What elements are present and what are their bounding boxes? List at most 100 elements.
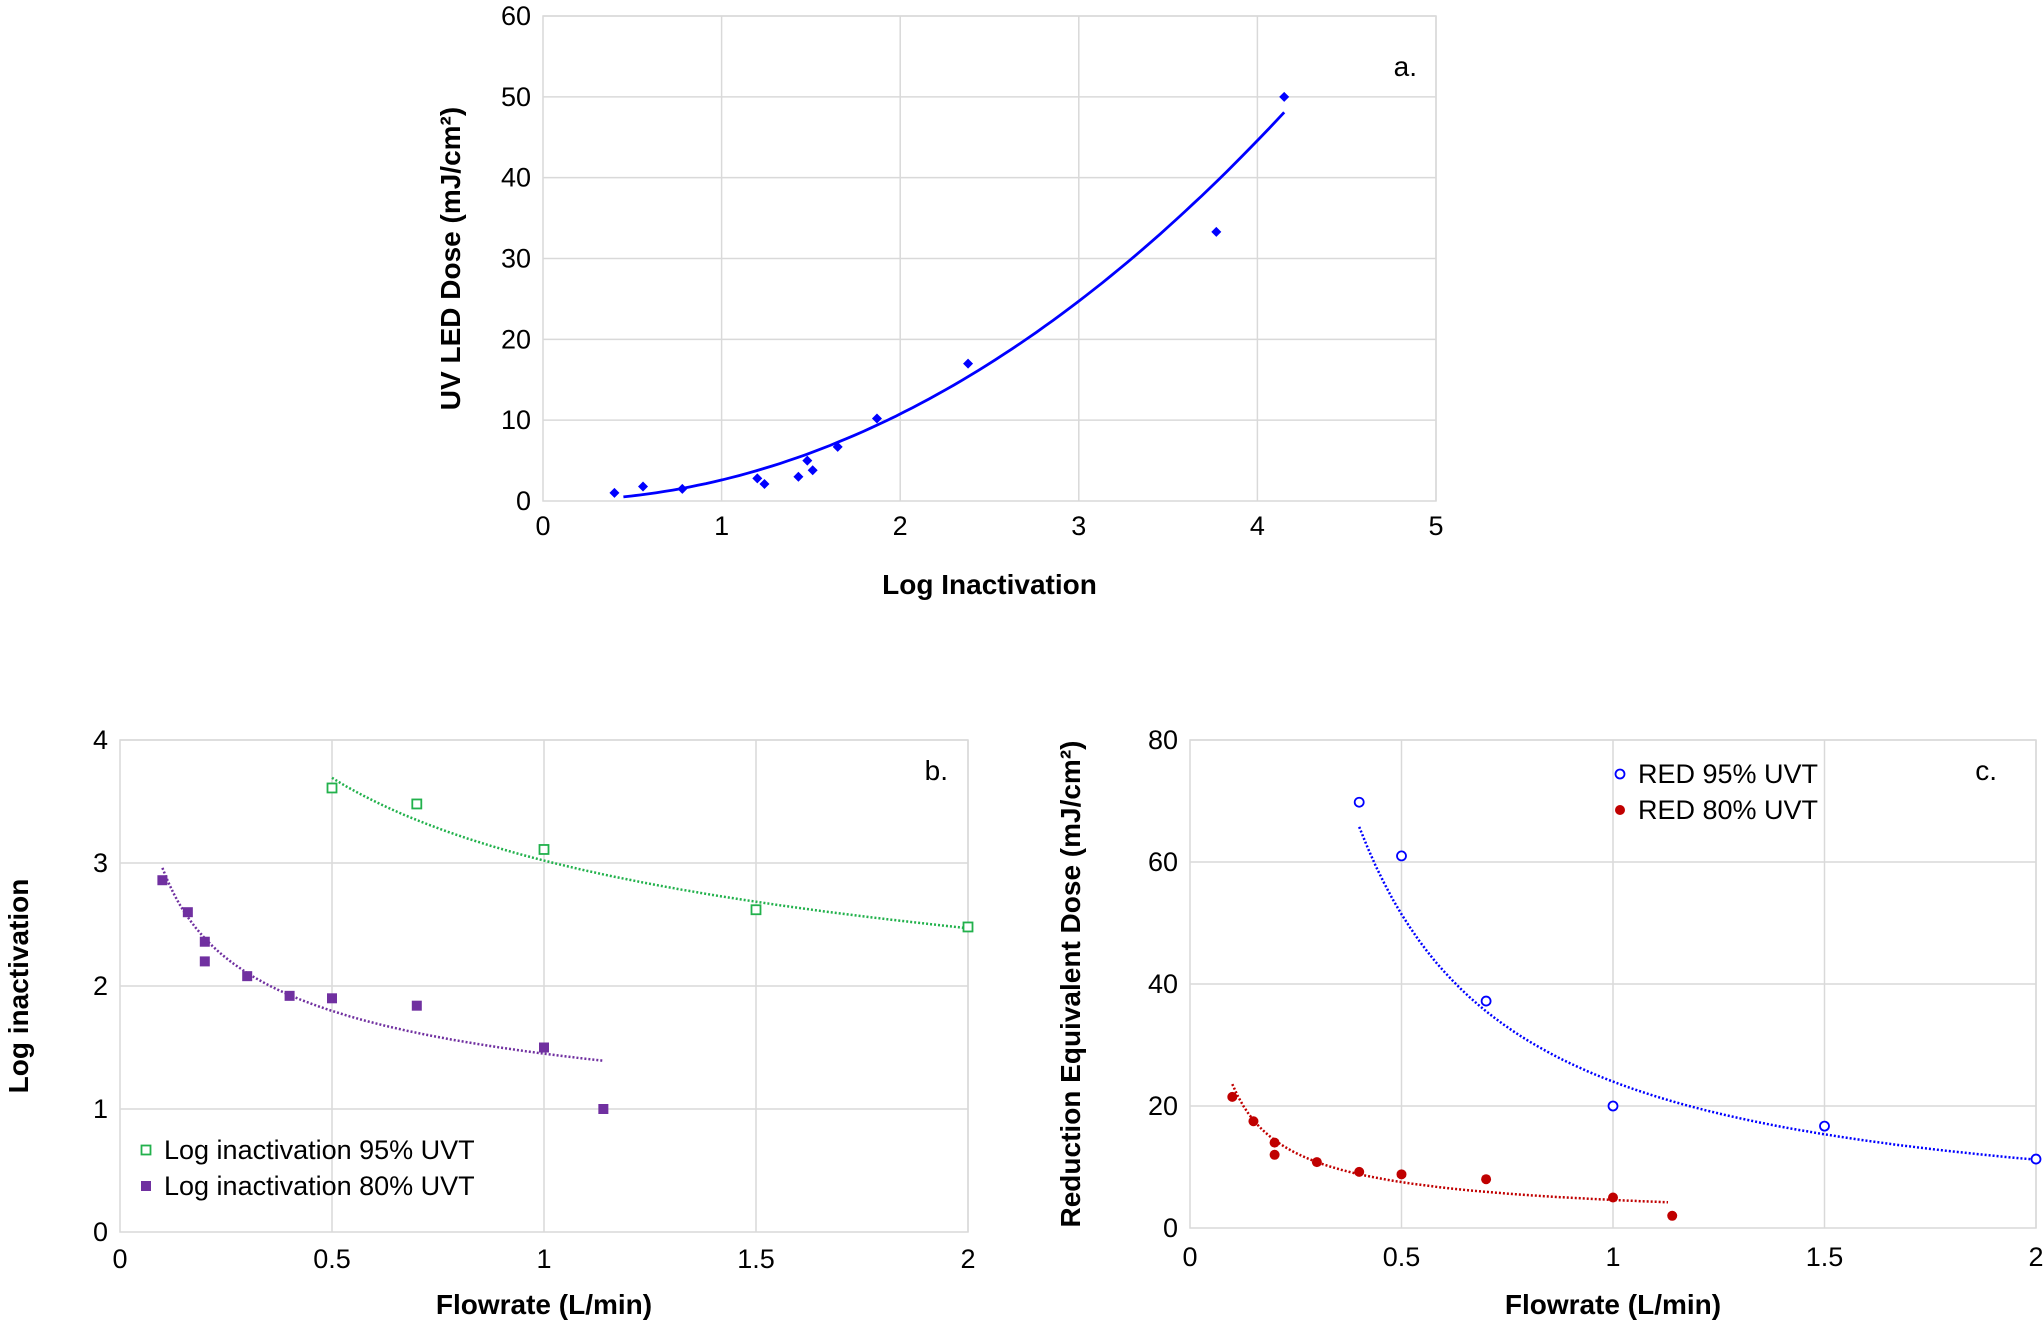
x-tick-label: 1 — [714, 511, 729, 541]
data-point — [1269, 1149, 1280, 1160]
data-point — [1211, 226, 1222, 237]
y-tick-label: 10 — [501, 405, 531, 435]
y-tick-label: 40 — [501, 163, 531, 193]
x-axis-title: Log Inactivation — [882, 569, 1097, 600]
legend-label: Log inactivation 80% UVT — [164, 1171, 475, 1201]
series-2 — [157, 867, 609, 1114]
x-axis-title: Flowrate (L/min) — [1505, 1289, 1721, 1320]
data-point — [284, 990, 295, 1001]
data-point — [793, 471, 804, 482]
legend-marker — [141, 1181, 151, 1191]
panel-label: c. — [1975, 755, 1997, 786]
y-tick-label: 20 — [501, 324, 531, 354]
y-tick-label: 3 — [93, 848, 108, 878]
y-tick-label: 2 — [93, 971, 108, 1001]
x-tick-label: 1 — [536, 1244, 551, 1274]
series-1 — [326, 776, 974, 933]
data-point — [871, 413, 882, 424]
data-point — [199, 936, 210, 947]
legend-label: RED 80% UVT — [1638, 795, 1818, 825]
data-point — [1396, 850, 1407, 862]
data-point — [1608, 1192, 1618, 1203]
data-point — [2030, 1153, 2042, 1165]
data-point — [1354, 1166, 1365, 1177]
data-point — [326, 782, 338, 794]
plot-frame — [542, 15, 1437, 502]
data-point — [411, 798, 423, 810]
y-tick-label: 40 — [1148, 969, 1178, 999]
legend-marker — [1614, 768, 1626, 780]
data-point — [242, 971, 253, 982]
x-tick-label: 3 — [1071, 511, 1086, 541]
data-point — [677, 483, 688, 494]
gridlines — [543, 15, 1437, 501]
x-tick-label: 0.5 — [1383, 1242, 1421, 1272]
x-tick-label: 2 — [960, 1244, 975, 1274]
data-point — [411, 1000, 422, 1011]
data-point — [1481, 1174, 1492, 1185]
x-tick-label: 1.5 — [737, 1244, 775, 1274]
data-point — [327, 993, 337, 1004]
y-tick-label: 80 — [1148, 725, 1178, 755]
y-tick-label: 60 — [1148, 847, 1178, 877]
x-tick-label: 5 — [1428, 511, 1443, 541]
y-tick-label: 0 — [516, 486, 531, 516]
y-tick-label: 0 — [1163, 1213, 1178, 1243]
legend-marker — [140, 1144, 152, 1156]
data-point — [802, 455, 813, 466]
series-2 — [1227, 1083, 1678, 1221]
x-tick-label: 1 — [1605, 1242, 1620, 1272]
data-point — [609, 487, 620, 498]
x-tick-label: 4 — [1250, 511, 1265, 541]
data-point — [1227, 1091, 1238, 1102]
legend: Log inactivation 95% UVT Log inactivation… — [140, 1135, 475, 1201]
y-axis-title: Log inactivation — [3, 879, 34, 1094]
x-tick-label: 0 — [535, 511, 550, 541]
trendline — [1358, 826, 2037, 1161]
data-point — [1311, 1157, 1322, 1168]
y-axis-title: UV LED Dose (mJ/cm²) — [435, 107, 466, 410]
x-tick-label: 1.5 — [1806, 1242, 1844, 1272]
data-point — [539, 1042, 549, 1053]
y-tick-label: 50 — [501, 82, 531, 112]
data-point — [538, 844, 550, 855]
legend-marker — [1615, 805, 1625, 815]
data-point — [1279, 91, 1290, 102]
legend-label: RED 95% UVT — [1638, 759, 1818, 789]
plot-frame — [1189, 739, 2037, 1229]
y-tick-label: 60 — [501, 1, 531, 31]
plot-frame — [119, 739, 969, 1233]
gridlines — [1190, 739, 2037, 1228]
x-tick-label: 2 — [2028, 1242, 2043, 1272]
data-point — [598, 1104, 609, 1114]
data-point — [182, 907, 193, 918]
data-point — [752, 473, 763, 484]
y-axis-title: Reduction Equivalent Dose (mJ/cm²) — [1055, 741, 1086, 1228]
y-tick-label: 20 — [1148, 1091, 1178, 1121]
y-tick-label: 30 — [501, 244, 531, 274]
data-point — [807, 465, 818, 476]
x-tick-label: 0 — [1182, 1242, 1197, 1272]
x-tick-label: 0.5 — [313, 1244, 351, 1274]
legend-label: Log inactivation 95% UVT — [164, 1135, 475, 1165]
x-tick-label: 0 — [112, 1244, 127, 1274]
trendline — [623, 111, 1286, 499]
data-point — [638, 481, 649, 492]
y-tick-label: 4 — [93, 725, 108, 755]
data-point — [962, 921, 974, 933]
data-point — [1607, 1100, 1619, 1112]
data-point — [1667, 1210, 1678, 1221]
trendline — [1231, 1083, 1669, 1204]
data-point — [1248, 1116, 1259, 1127]
legend: RED 95% UVT RED 80% UVT — [1614, 759, 1818, 825]
y-tick-label: 1 — [93, 1094, 108, 1124]
data-point — [759, 479, 770, 490]
series-1 — [1353, 796, 2042, 1165]
series-1 — [609, 91, 1290, 499]
trendline — [161, 867, 604, 1062]
data-point — [1819, 1120, 1830, 1132]
